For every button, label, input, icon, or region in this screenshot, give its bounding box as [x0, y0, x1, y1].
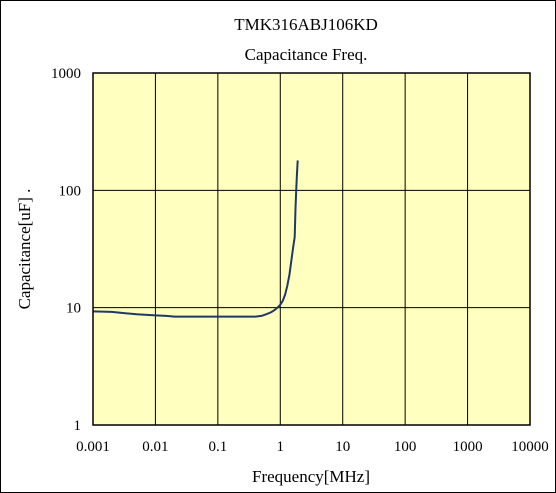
plot-border [92, 72, 531, 426]
y-tick-label: 100 [59, 183, 82, 199]
y-axis-label: Capacitance[uF] . [15, 189, 34, 310]
chart-title: TMK316ABJ106KD [234, 15, 378, 34]
x-tick-label: 100 [394, 439, 417, 455]
x-tick-label: 0.01 [142, 439, 168, 455]
x-tick-label: 0.1 [208, 439, 227, 455]
tick-labels: 0.001 0.01 0.1 1 10 100 1000 10000 1 10 100 1000 [51, 66, 549, 455]
plot-area [93, 73, 530, 425]
x-tick-label: 10 [335, 439, 350, 455]
x-tick-label: 1000 [453, 439, 483, 455]
x-axis-label: Frequency[MHz] [252, 467, 370, 486]
capacitance-series-line [92, 160, 299, 318]
y-tick-label: 10 [66, 301, 81, 317]
y-tick-label: 1 [74, 418, 82, 434]
grid-lines [93, 73, 530, 425]
chart-subtitle: Capacitance Freq. [245, 45, 368, 64]
y-tick-label: 1000 [51, 66, 81, 82]
x-tick-label: 0.001 [76, 439, 110, 455]
x-tick-label: 1 [277, 439, 285, 455]
x-tick-label: 10000 [511, 439, 549, 455]
